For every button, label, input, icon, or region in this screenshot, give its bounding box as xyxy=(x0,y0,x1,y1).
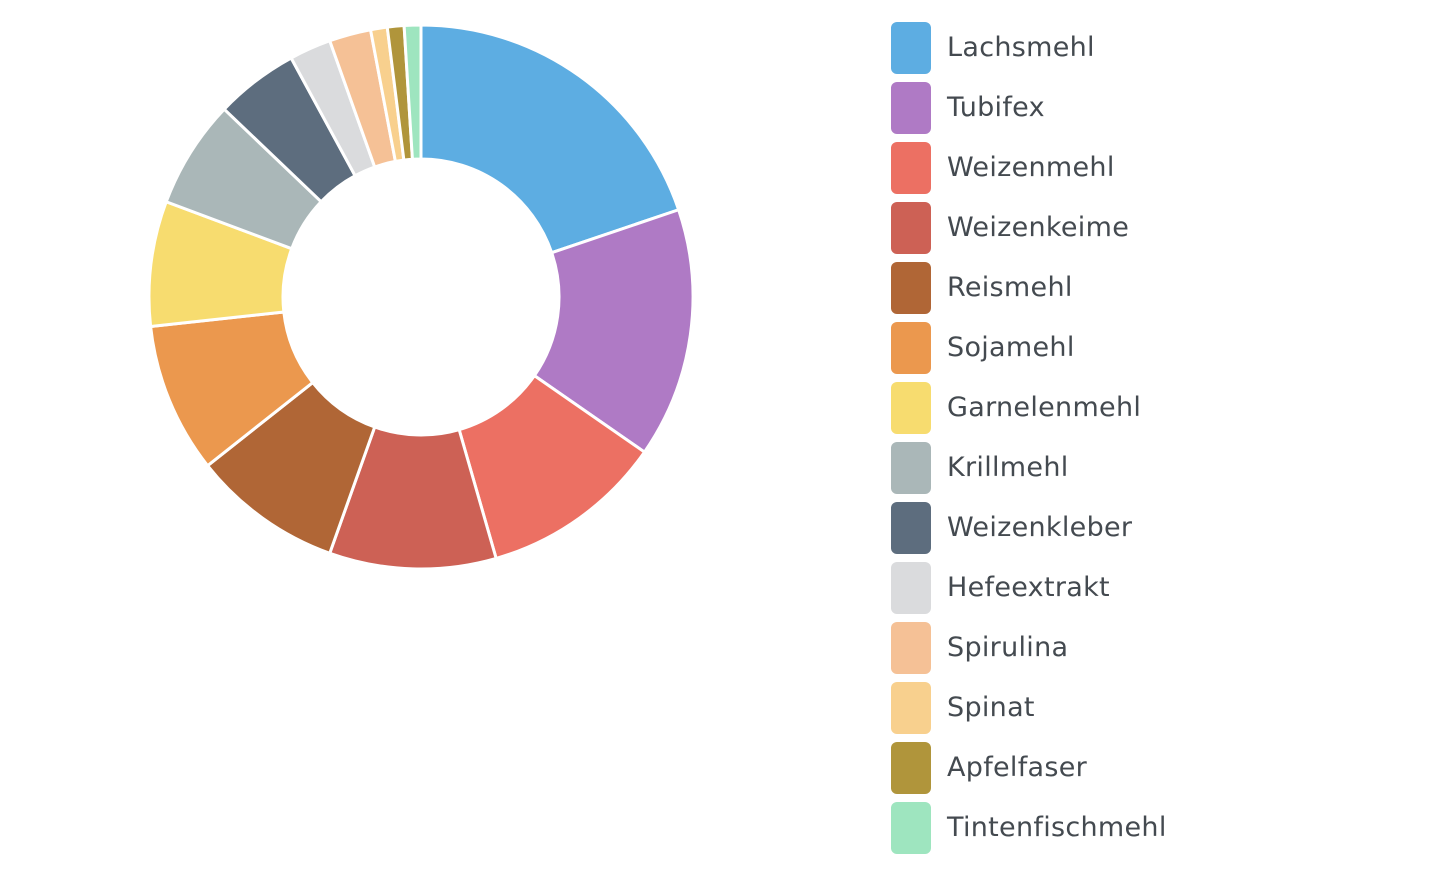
legend-swatch xyxy=(891,202,931,254)
donut-chart xyxy=(147,23,695,571)
legend-label: Tubifex xyxy=(947,92,1045,123)
legend-item-tintenfischmehl[interactable]: Tintenfischmehl xyxy=(891,802,1411,862)
legend-label: Sojamehl xyxy=(947,332,1075,363)
legend-swatch xyxy=(891,22,931,74)
legend-item-reismehl[interactable]: Reismehl xyxy=(891,262,1411,322)
legend-label: Krillmehl xyxy=(947,452,1069,483)
legend-item-sojamehl[interactable]: Sojamehl xyxy=(891,322,1411,382)
legend-swatch xyxy=(891,682,931,734)
legend-swatch xyxy=(891,742,931,794)
legend-swatch xyxy=(891,262,931,314)
legend-item-weizenkeime[interactable]: Weizenkeime xyxy=(891,202,1411,262)
legend-label: Hefeextrakt xyxy=(947,572,1110,603)
legend-label: Weizenmehl xyxy=(947,152,1115,183)
legend-swatch xyxy=(891,622,931,674)
legend-label: Garnelenmehl xyxy=(947,392,1142,423)
legend-item-krillmehl[interactable]: Krillmehl xyxy=(891,442,1411,502)
legend-swatch xyxy=(891,502,931,554)
legend-item-weizenmehl[interactable]: Weizenmehl xyxy=(891,142,1411,202)
legend-label: Spinat xyxy=(947,692,1035,723)
legend-swatch xyxy=(891,82,931,134)
legend-swatch xyxy=(891,382,931,434)
legend-label: Spirulina xyxy=(947,632,1069,663)
legend-item-hefeextrakt[interactable]: Hefeextrakt xyxy=(891,562,1411,622)
legend-item-weizenkleber[interactable]: Weizenkleber xyxy=(891,502,1411,562)
legend-item-apfelfaser[interactable]: Apfelfaser xyxy=(891,742,1411,802)
donut-chart-area xyxy=(147,23,695,571)
legend-item-spinat[interactable]: Spinat xyxy=(891,682,1411,742)
donut-slice-tubifex[interactable] xyxy=(532,208,695,454)
donut-slice-lachsmehl[interactable] xyxy=(419,23,681,255)
chart-legend: Lachsmehl Tubifex Weizenmehl Weizenkeime Rei… xyxy=(891,22,1411,862)
legend-swatch xyxy=(891,562,931,614)
legend-swatch xyxy=(891,142,931,194)
legend-item-spirulina[interactable]: Spirulina xyxy=(891,622,1411,682)
legend-swatch xyxy=(891,322,931,374)
legend-item-tubifex[interactable]: Tubifex xyxy=(891,82,1411,142)
legend-label: Weizenkleber xyxy=(947,512,1133,543)
legend-swatch xyxy=(891,442,931,494)
legend-label: Lachsmehl xyxy=(947,32,1095,63)
legend-label: Tintenfischmehl xyxy=(947,812,1167,843)
legend-label: Weizenkeime xyxy=(947,212,1130,243)
legend-label: Apfelfaser xyxy=(947,752,1088,783)
donut-slice-tintenfischmehl[interactable] xyxy=(402,23,423,161)
legend-swatch xyxy=(891,802,931,854)
legend-item-lachsmehl[interactable]: Lachsmehl xyxy=(891,22,1411,82)
legend-item-garnelenmehl[interactable]: Garnelenmehl xyxy=(891,382,1411,442)
legend-label: Reismehl xyxy=(947,272,1073,303)
